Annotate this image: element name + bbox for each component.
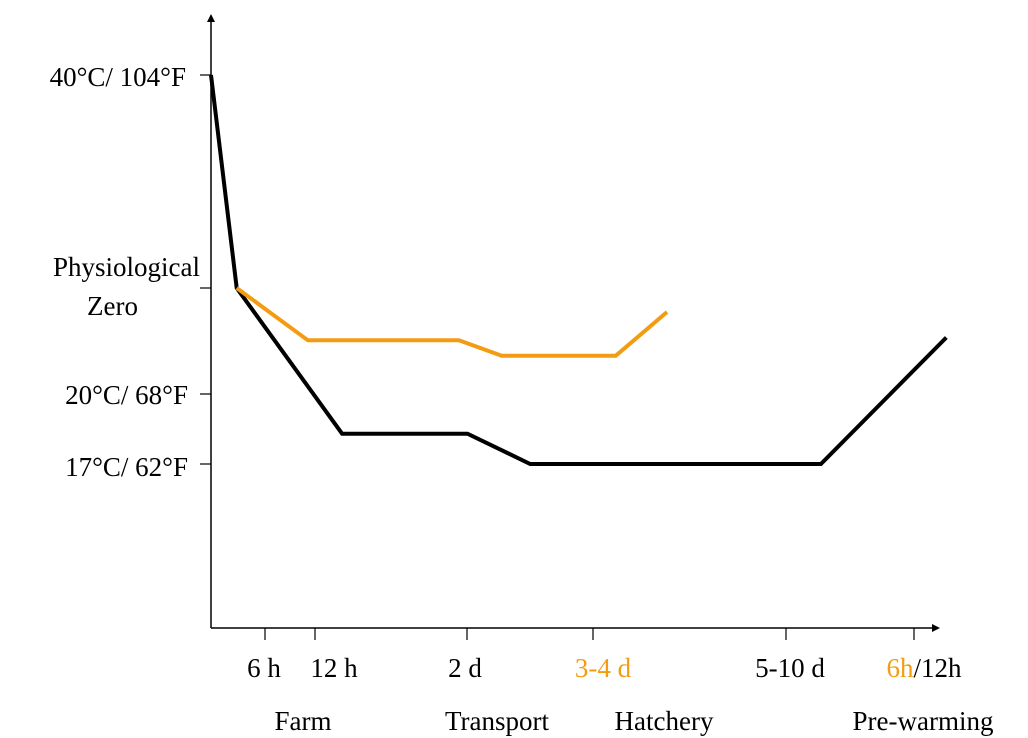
- y-tick-label: 40°C/ 104°F: [50, 62, 186, 92]
- x-tick-label-part: 2 d: [448, 653, 482, 683]
- x-tick-label: 2 d: [448, 653, 482, 683]
- stage-label: Pre-warming: [853, 706, 994, 736]
- x-tick-label-part: 12 h: [310, 653, 358, 683]
- stage-label: Hatchery: [615, 706, 714, 736]
- x-axis-arrowhead: [932, 624, 940, 632]
- axes: [200, 14, 940, 640]
- x-tick-label: 6h/12h: [886, 653, 962, 683]
- x-tick-label: 6 h: [247, 653, 281, 683]
- y-tick-label: Physiological: [53, 252, 200, 282]
- y-tick-label: 20°C/ 68°F: [65, 380, 188, 410]
- x-tick-label-part: 3-4 d: [575, 653, 632, 683]
- stage-label: Transport: [445, 706, 550, 736]
- x-tick-label: 12 h: [310, 653, 358, 683]
- x-tick-label: 3-4 d: [575, 653, 632, 683]
- stage-label: Farm: [275, 706, 332, 736]
- series-line-1: [209, 74, 948, 466]
- x-tick-label: 5-10 d: [755, 653, 825, 683]
- y-tick-label: 17°C/ 62°F: [65, 452, 188, 482]
- labels: 40°C/ 104°F Physiological Zero 20°C/ 68°F 17…: [50, 62, 994, 736]
- series-layer: [209, 74, 948, 466]
- y-tick-label: Zero: [87, 291, 138, 321]
- series-line-2: [235, 286, 669, 358]
- y-axis-arrowhead: [207, 14, 215, 22]
- x-tick-label-part: 5-10 d: [755, 653, 825, 683]
- x-tick-label-part: 6h: [886, 653, 914, 683]
- x-tick-label-part: /12h: [913, 653, 962, 683]
- x-tick-label-part: 6 h: [247, 653, 281, 683]
